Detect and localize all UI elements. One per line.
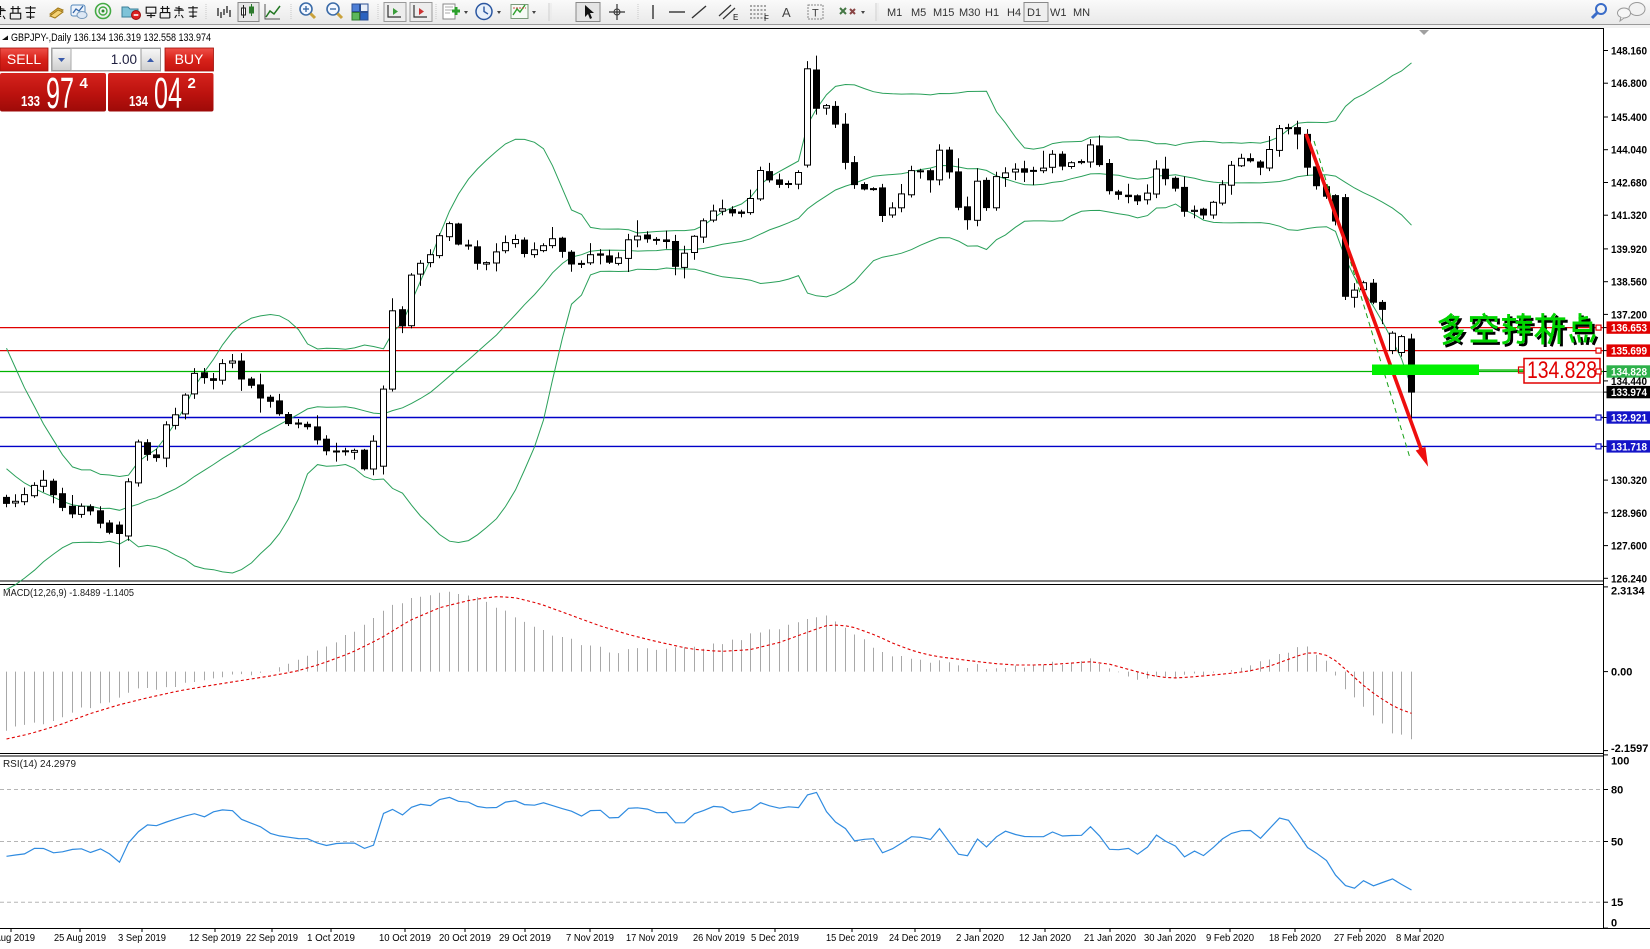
svg-text:M1: M1	[887, 7, 902, 19]
svg-text:BUY: BUY	[175, 51, 204, 67]
svg-text:142.680: 142.680	[1611, 178, 1647, 190]
svg-text:A: A	[782, 5, 791, 20]
svg-text:24 Dec 2019: 24 Dec 2019	[889, 932, 941, 944]
svg-text:E: E	[733, 13, 738, 22]
svg-text:80: 80	[1611, 785, 1623, 797]
svg-text:0.00: 0.00	[1611, 667, 1632, 679]
svg-text:50: 50	[1611, 837, 1623, 849]
svg-text:30 Jan 2020: 30 Jan 2020	[1144, 932, 1196, 944]
svg-text:2: 2	[188, 75, 196, 92]
svg-text:-2.1597: -2.1597	[1611, 743, 1648, 755]
svg-text:127.600: 127.600	[1611, 541, 1647, 553]
svg-text:12 Sep 2019: 12 Sep 2019	[189, 932, 241, 944]
svg-text:H1: H1	[985, 7, 999, 19]
svg-text:145.400: 145.400	[1611, 112, 1647, 124]
svg-text:15 Dec 2019: 15 Dec 2019	[826, 932, 878, 944]
svg-text:T: T	[812, 8, 819, 20]
svg-text:128.960: 128.960	[1611, 508, 1647, 520]
svg-text:141.320: 141.320	[1611, 210, 1647, 222]
svg-text:D1: D1	[1027, 7, 1041, 19]
svg-text:134.828: 134.828	[1611, 367, 1647, 379]
svg-text:130.320: 130.320	[1611, 475, 1647, 487]
svg-text:W1: W1	[1050, 7, 1067, 19]
svg-text:134.828: 134.828	[1527, 357, 1597, 384]
svg-text:133.974: 133.974	[1611, 387, 1648, 399]
svg-text:22 Sep 2019: 22 Sep 2019	[246, 932, 298, 944]
svg-text:5 Dec 2019: 5 Dec 2019	[751, 932, 799, 944]
svg-text:137.200: 137.200	[1611, 309, 1647, 321]
svg-text:25 Aug 2019: 25 Aug 2019	[54, 932, 106, 944]
svg-text:132.921: 132.921	[1611, 413, 1647, 425]
svg-text:26 Nov 2019: 26 Nov 2019	[693, 932, 745, 944]
svg-text:SELL: SELL	[7, 51, 41, 67]
svg-text:8 Mar 2020: 8 Mar 2020	[1396, 932, 1444, 944]
svg-text:H4: H4	[1007, 7, 1021, 19]
svg-text:131.718: 131.718	[1611, 441, 1647, 453]
svg-text:1 Oct 2019: 1 Oct 2019	[307, 932, 355, 944]
svg-text:5 Aug 2019: 5 Aug 2019	[0, 932, 35, 944]
svg-text:100: 100	[1611, 756, 1629, 768]
svg-text:MACD(12,26,9) -1.8489 -1.1405: MACD(12,26,9) -1.8489 -1.1405	[3, 587, 134, 599]
svg-text:7 Nov 2019: 7 Nov 2019	[566, 932, 614, 944]
svg-text:135.699: 135.699	[1611, 346, 1647, 358]
svg-text:3 Sep 2019: 3 Sep 2019	[118, 932, 166, 944]
svg-text:MN: MN	[1073, 7, 1090, 19]
svg-text:F: F	[764, 14, 769, 23]
svg-text:1.00: 1.00	[111, 52, 137, 67]
svg-text:10 Oct 2019: 10 Oct 2019	[379, 932, 431, 944]
svg-text:04: 04	[154, 69, 182, 118]
svg-text:126.240: 126.240	[1611, 573, 1647, 585]
svg-text:138.560: 138.560	[1611, 277, 1647, 289]
svg-text:2 Jan 2020: 2 Jan 2020	[956, 932, 1004, 944]
svg-text:12 Jan 2020: 12 Jan 2020	[1019, 932, 1071, 944]
svg-text:17 Nov 2019: 17 Nov 2019	[626, 932, 678, 944]
svg-text:136.653: 136.653	[1611, 323, 1647, 335]
svg-text:97: 97	[46, 69, 74, 118]
svg-text:139.920: 139.920	[1611, 244, 1647, 256]
svg-text:18 Feb 2020: 18 Feb 2020	[1269, 932, 1321, 944]
svg-text:9 Feb 2020: 9 Feb 2020	[1206, 932, 1254, 944]
svg-text:27 Feb 2020: 27 Feb 2020	[1334, 932, 1386, 944]
svg-text:0: 0	[1611, 918, 1617, 930]
svg-text:M30: M30	[959, 7, 980, 19]
svg-text:148.160: 148.160	[1611, 46, 1647, 58]
svg-text:134.440: 134.440	[1611, 376, 1647, 388]
svg-text:2.3134: 2.3134	[1611, 586, 1646, 598]
svg-text:21 Jan 2020: 21 Jan 2020	[1084, 932, 1136, 944]
svg-text:4: 4	[80, 75, 89, 92]
svg-text:133: 133	[21, 93, 40, 110]
svg-text:144.040: 144.040	[1611, 145, 1647, 157]
svg-text:RSI(14) 24.2979: RSI(14) 24.2979	[3, 758, 76, 770]
svg-text:29 Oct 2019: 29 Oct 2019	[499, 932, 551, 944]
svg-text:134: 134	[129, 93, 148, 110]
svg-text:M5: M5	[911, 7, 926, 19]
svg-text:20 Oct 2019: 20 Oct 2019	[439, 932, 491, 944]
svg-text:15: 15	[1611, 897, 1623, 909]
svg-text:146.800: 146.800	[1611, 78, 1647, 90]
svg-text:M15: M15	[933, 7, 954, 19]
svg-text:GBPJPY-,Daily 136.134 136.319: GBPJPY-,Daily 136.134 136.319 132.558 13…	[11, 32, 211, 44]
